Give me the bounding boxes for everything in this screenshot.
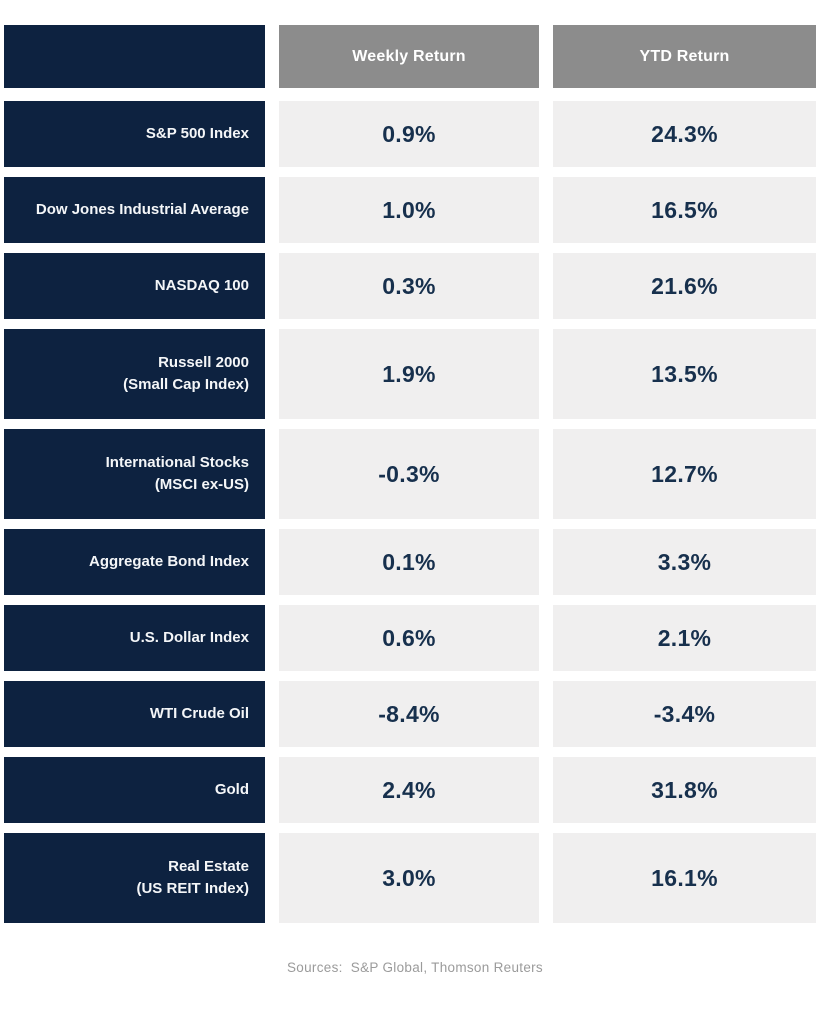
row-label-cell: U.S. Dollar Index [4,605,265,671]
ytd-return-cell: -3.4% [553,681,816,747]
row-label: Gold [214,781,249,799]
weekly-return-cell: 2.4% [279,757,539,823]
row-label-cell: Russell 2000 (Small Cap Index) [4,329,265,419]
ytd-return-cell: 16.5% [553,177,816,243]
row-sublabel: (US REIT Index) [136,880,249,897]
ytd-return-cell: 21.6% [553,253,816,319]
returns-table: Weekly Return YTD Return S&P 500 Index 0.… [4,25,816,933]
row-label: NASDAQ 100 [154,277,249,295]
row-sublabel: (MSCI ex-US) [154,476,249,493]
table-row: S&P 500 Index 0.9% 24.3% [4,101,816,167]
weekly-return-cell: 0.9% [279,101,539,167]
table-row: NASDAQ 100 0.3% 21.6% [4,253,816,319]
table-row: Real Estate (US REIT Index) 3.0% 16.1% [4,833,816,923]
table-row: Aggregate Bond Index 0.1% 3.3% [4,529,816,595]
row-label: Aggregate Bond Index [88,553,249,571]
row-label-cell: Dow Jones Industrial Average [4,177,265,243]
ytd-return-cell: 2.1% [553,605,816,671]
row-label-cell: Aggregate Bond Index [4,529,265,595]
table-body: S&P 500 Index 0.9% 24.3% Dow Jones Industri… [4,101,816,933]
ytd-return-cell: 16.1% [553,833,816,923]
row-label: Dow Jones Industrial Average [35,201,249,219]
row-label-cell: WTI Crude Oil [4,681,265,747]
row-label: U.S. Dollar Index [129,629,249,647]
table-header-row: Weekly Return YTD Return [4,25,816,88]
weekly-return-cell: 0.6% [279,605,539,671]
weekly-return-cell: 0.3% [279,253,539,319]
row-label-cell: Gold [4,757,265,823]
row-label: S&P 500 Index [145,125,249,143]
row-label: Russell 2000 [158,354,249,372]
weekly-return-cell: -8.4% [279,681,539,747]
row-label: WTI Crude Oil [149,705,249,723]
row-label: Real Estate [168,858,249,876]
weekly-return-cell: 3.0% [279,833,539,923]
row-label: International Stocks [105,454,249,472]
table-row: WTI Crude Oil -8.4% -3.4% [4,681,816,747]
header-weekly-return: Weekly Return [279,25,539,88]
sources-note: Sources: S&P Global, Thomson Reuters [287,960,543,975]
weekly-return-cell: 1.9% [279,329,539,419]
row-label-cell: Real Estate (US REIT Index) [4,833,265,923]
header-ytd-return: YTD Return [553,25,816,88]
weekly-return-cell: 1.0% [279,177,539,243]
weekly-return-cell: -0.3% [279,429,539,519]
ytd-return-cell: 13.5% [553,329,816,419]
table-row: Gold 2.4% 31.8% [4,757,816,823]
ytd-return-cell: 31.8% [553,757,816,823]
weekly-return-cell: 0.1% [279,529,539,595]
table-row: International Stocks (MSCI ex-US) -0.3% 12.… [4,429,816,519]
ytd-return-cell: 3.3% [553,529,816,595]
table-row: Dow Jones Industrial Average 1.0% 16.5% [4,177,816,243]
row-label-cell: NASDAQ 100 [4,253,265,319]
row-label-cell: S&P 500 Index [4,101,265,167]
table-row: U.S. Dollar Index 0.6% 2.1% [4,605,816,671]
ytd-return-cell: 24.3% [553,101,816,167]
row-sublabel: (Small Cap Index) [123,376,249,393]
table-row: Russell 2000 (Small Cap Index) 1.9% 13.5% [4,329,816,419]
ytd-return-cell: 12.7% [553,429,816,519]
row-label-cell: International Stocks (MSCI ex-US) [4,429,265,519]
header-empty-cell [4,25,265,88]
